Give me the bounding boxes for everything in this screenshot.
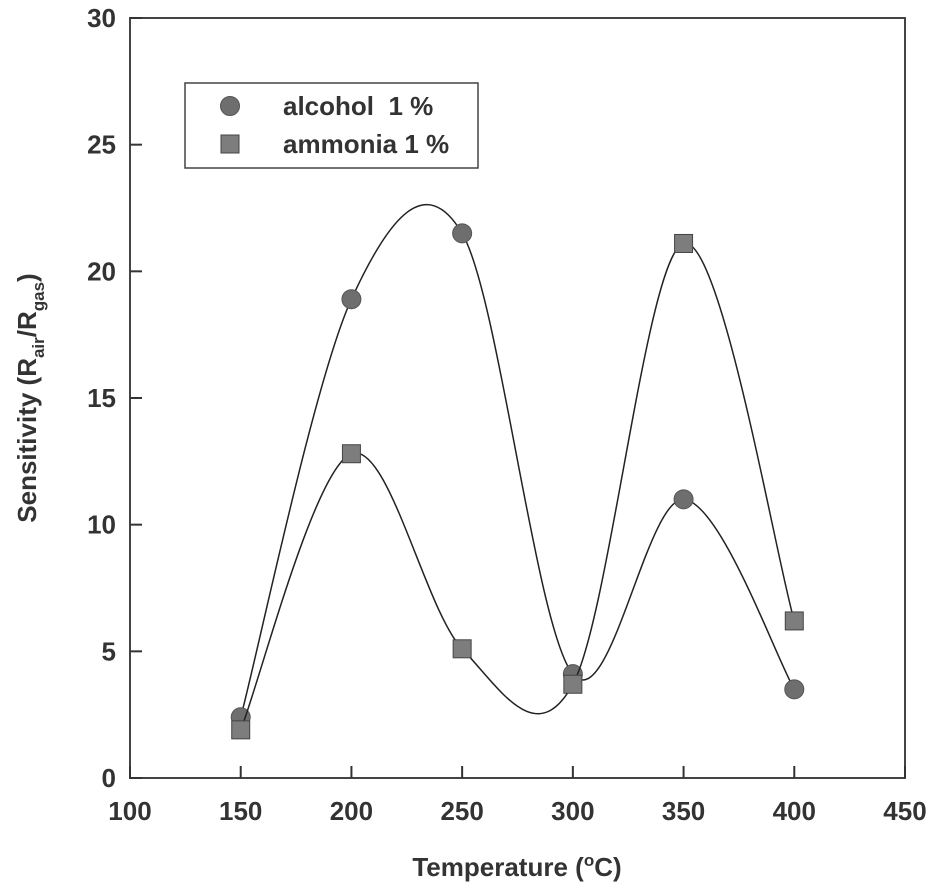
x-axis-label: Temperature (oC) — [412, 851, 621, 882]
data-point — [674, 233, 694, 253]
y-axis-label: Sensitivity (Rair/Rgas) — [12, 273, 48, 522]
y-label-part: ) — [12, 273, 42, 282]
legend-marker — [220, 134, 240, 154]
y-tick-label: 30 — [87, 3, 116, 33]
x-tick-label: 250 — [440, 796, 483, 826]
y-label-part: air — [29, 337, 48, 358]
x-tick-label: 300 — [551, 796, 594, 826]
y-tick-label: 15 — [87, 383, 116, 413]
y-label-part: /R — [12, 311, 42, 337]
x-label-part: C) — [594, 852, 621, 882]
y-label-part: Sensitivity (R — [12, 358, 42, 523]
data-point — [341, 444, 361, 464]
x-tick-label: 100 — [108, 796, 151, 826]
x-tick-label: 200 — [330, 796, 373, 826]
x-tick-label: 450 — [883, 796, 926, 826]
data-point — [784, 679, 805, 700]
legend-label: alcohol 1 % — [283, 91, 433, 121]
data-point — [784, 611, 804, 631]
x-tick-label: 150 — [219, 796, 262, 826]
data-point — [341, 289, 362, 310]
data-point — [452, 223, 473, 244]
legend-marker — [220, 96, 240, 116]
x-tick-label: 350 — [662, 796, 705, 826]
y-tick-label: 5 — [102, 636, 116, 666]
data-point — [452, 639, 472, 659]
data-point — [563, 674, 583, 694]
y-tick-label: 20 — [87, 256, 116, 286]
y-tick-label: 0 — [102, 763, 116, 793]
x-label-part: o — [584, 851, 594, 870]
x-tick-label: 400 — [773, 796, 816, 826]
y-tick-label: 10 — [87, 510, 116, 540]
x-label-part: Temperature ( — [412, 852, 584, 882]
y-label-part: gas — [29, 282, 48, 311]
y-tick-label: 25 — [87, 130, 116, 160]
data-point — [673, 489, 694, 510]
legend-label: ammonia 1 % — [283, 129, 449, 159]
data-point — [231, 720, 251, 740]
series-curve — [240, 242, 796, 731]
